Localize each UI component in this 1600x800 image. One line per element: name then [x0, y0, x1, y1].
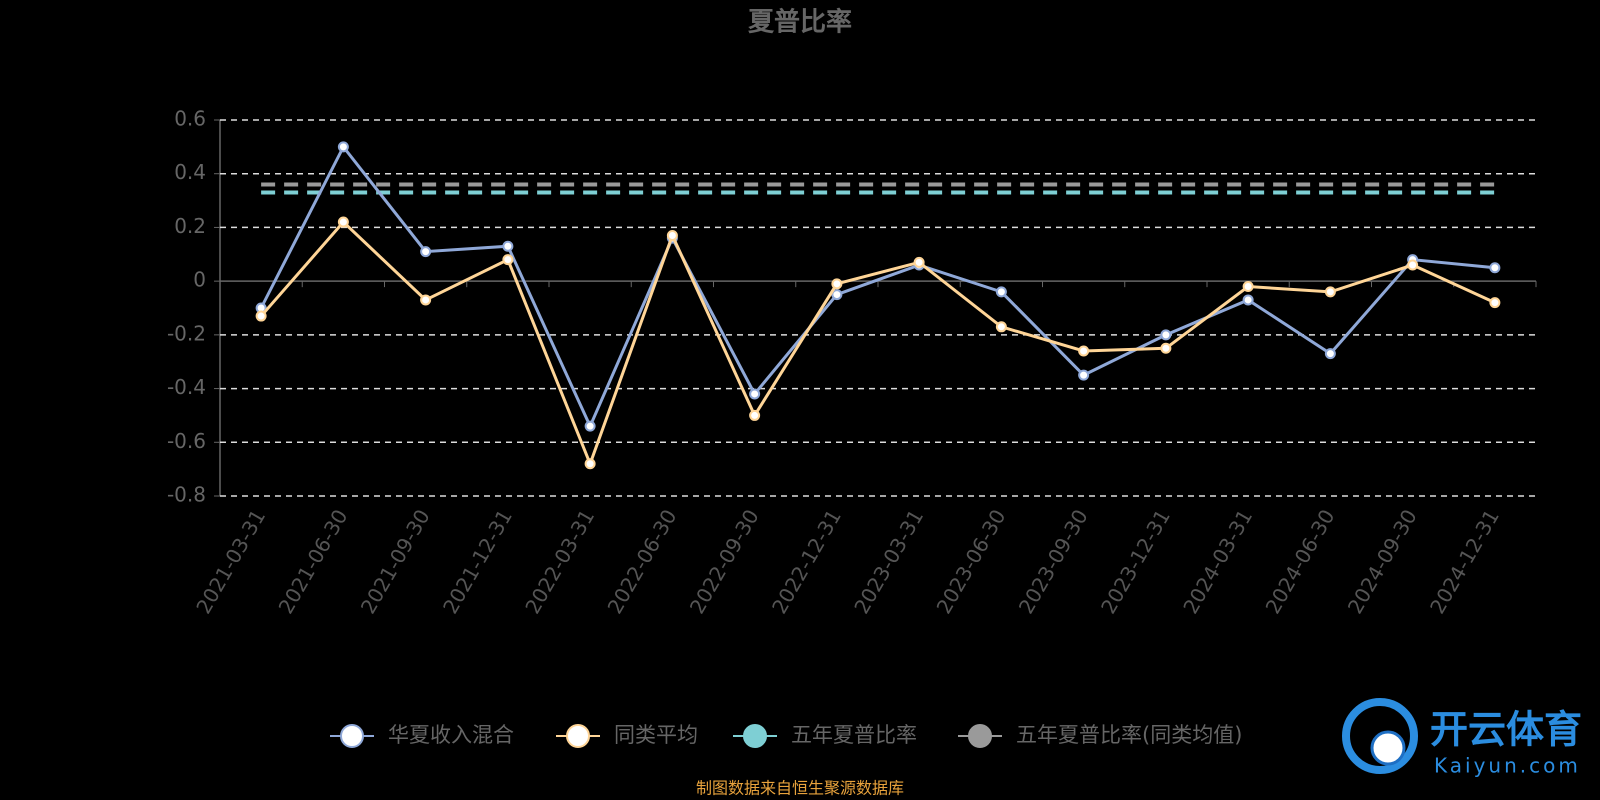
point [337, 216, 349, 228]
x-tick-label: 2023-09-30 [1014, 505, 1093, 618]
x-tick-label: 2021-09-30 [356, 505, 435, 618]
legend-label: 同类平均 [614, 723, 698, 747]
point [420, 294, 432, 306]
point [1407, 259, 1419, 271]
point [337, 141, 349, 153]
x-tick-label: 2022-06-30 [603, 505, 682, 618]
x-tick-label: 2024-12-31 [1425, 505, 1504, 618]
x-tick-label: 2022-09-30 [685, 505, 764, 618]
point [1078, 345, 1090, 357]
legend-label: 华夏收入混合 [388, 723, 514, 747]
point [502, 254, 514, 266]
legend-marker [968, 724, 992, 748]
point [1242, 294, 1254, 306]
legend-marker [743, 724, 767, 748]
point [1324, 286, 1336, 298]
watermark-name: 开云体育 [1430, 708, 1582, 752]
x-tick-label: 2021-12-31 [438, 505, 517, 618]
point [749, 388, 761, 400]
point [584, 458, 596, 470]
legend-label: 五年夏普比率(同类均值) [1016, 723, 1242, 747]
x-tick-label: 2021-03-31 [191, 505, 270, 618]
x-tick-label: 2023-12-31 [1096, 505, 1175, 618]
x-tick-label: 2024-06-30 [1261, 505, 1340, 618]
point [831, 278, 843, 290]
y-tick-label: 0.6 [174, 107, 206, 131]
x-tick-label: 2022-12-31 [767, 505, 846, 618]
x-tick-label: 2024-09-30 [1343, 505, 1422, 618]
point [584, 420, 596, 432]
legend-marker [340, 724, 364, 748]
y-tick-label: -0.2 [167, 321, 206, 345]
point [1324, 348, 1336, 360]
y-tick-label: -0.6 [167, 429, 206, 453]
y-tick-label: -0.8 [167, 483, 206, 507]
point [255, 310, 267, 322]
y-tick-label: 0 [193, 268, 206, 292]
y-tick-label: 0.4 [174, 160, 206, 184]
chart-title: 夏普比率 [748, 7, 852, 38]
point [913, 256, 925, 268]
watermark-url: Kaiyun.com [1434, 754, 1581, 778]
point [1160, 329, 1172, 341]
series-line [259, 219, 1496, 468]
y-tick-label: 0.2 [174, 214, 206, 238]
logo-ring [1342, 698, 1418, 774]
point [420, 246, 432, 258]
legend-marker [566, 724, 590, 748]
point [995, 321, 1007, 333]
point [502, 240, 514, 252]
point [1489, 262, 1501, 274]
point [666, 229, 678, 241]
x-tick-label: 2023-03-31 [849, 505, 928, 618]
source-note: 制图数据来自恒生聚源数据库 [696, 779, 904, 798]
point [1078, 369, 1090, 381]
point [831, 289, 843, 301]
point [1160, 342, 1172, 354]
legend-label: 五年夏普比率 [791, 723, 917, 747]
point [749, 409, 761, 421]
y-tick-label: -0.4 [167, 375, 206, 399]
watermark: 开云体育 Kaiyun.com [1342, 698, 1582, 778]
x-tick-label: 2021-06-30 [274, 505, 353, 618]
x-tick-label: 2024-03-31 [1178, 505, 1257, 618]
logo-ball [1370, 730, 1406, 766]
series-line [259, 144, 1496, 430]
x-tick-label: 2023-06-30 [932, 505, 1011, 618]
point [1489, 297, 1501, 309]
point [1242, 281, 1254, 293]
x-tick-label: 2022-03-31 [520, 505, 599, 618]
point [995, 286, 1007, 298]
